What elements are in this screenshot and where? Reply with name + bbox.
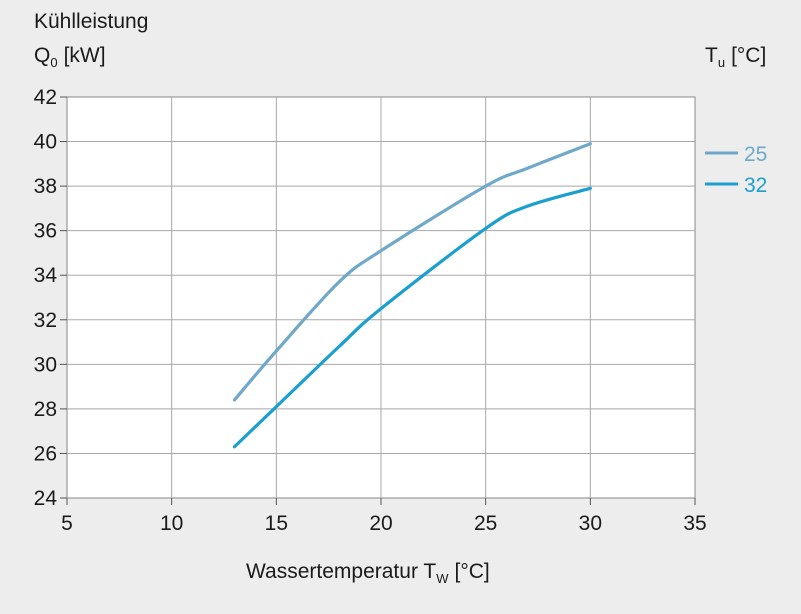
legend-label-32: 32 — [744, 174, 767, 197]
y-tick-label: 40 — [34, 131, 57, 154]
x-axis-label-unit: [°C] — [455, 560, 490, 583]
legend-title-sub: u — [718, 55, 725, 70]
grid — [60, 96, 696, 505]
series-lines — [232, 142, 592, 449]
tick-labels: 5 10 15 20 25 30 35 24 26 28 30 32 34 36 38 40 42 — [34, 86, 707, 535]
x-axis-label: Wassertemperatur TW [°C] — [246, 560, 490, 586]
x-tick-label: 10 — [160, 512, 183, 535]
y-tick-label: 26 — [34, 442, 57, 465]
x-tick-label: 35 — [683, 512, 706, 535]
y-axis-label-line1: Kühlleistung — [34, 10, 148, 33]
x-tick-label: 20 — [369, 512, 392, 535]
y-axis-label-line2: Q0 [kW] — [34, 44, 106, 70]
x-tick-label: 25 — [474, 512, 497, 535]
y-axis-label-q-sub: 0 — [50, 55, 57, 70]
legend-label-25: 25 — [744, 143, 767, 166]
y-axis-label-unit: [kW] — [64, 44, 106, 67]
y-tick-label: 32 — [34, 309, 57, 332]
x-axis-label-sub: W — [436, 571, 449, 586]
x-tick-label: 30 — [579, 512, 602, 535]
y-tick-label: 34 — [34, 264, 58, 287]
series-line-25 — [232, 142, 592, 402]
x-tick-label: 5 — [61, 512, 73, 535]
y-tick-label: 30 — [34, 353, 57, 376]
y-axis-label-q: Q — [34, 44, 50, 67]
legend-title-unit: [°C] — [731, 44, 766, 67]
series-line-32 — [232, 186, 592, 449]
y-tick-label: 38 — [34, 175, 57, 198]
y-tick-label: 42 — [34, 86, 57, 109]
x-tick-label: 15 — [265, 512, 288, 535]
legend-title: Tu [°C] — [705, 44, 766, 70]
y-tick-label: 24 — [34, 487, 58, 510]
y-tick-label: 36 — [34, 220, 57, 243]
legend-title-main: T — [705, 44, 718, 67]
y-tick-label: 28 — [34, 398, 57, 421]
x-axis-label-main: Wassertemperatur T — [246, 560, 436, 583]
